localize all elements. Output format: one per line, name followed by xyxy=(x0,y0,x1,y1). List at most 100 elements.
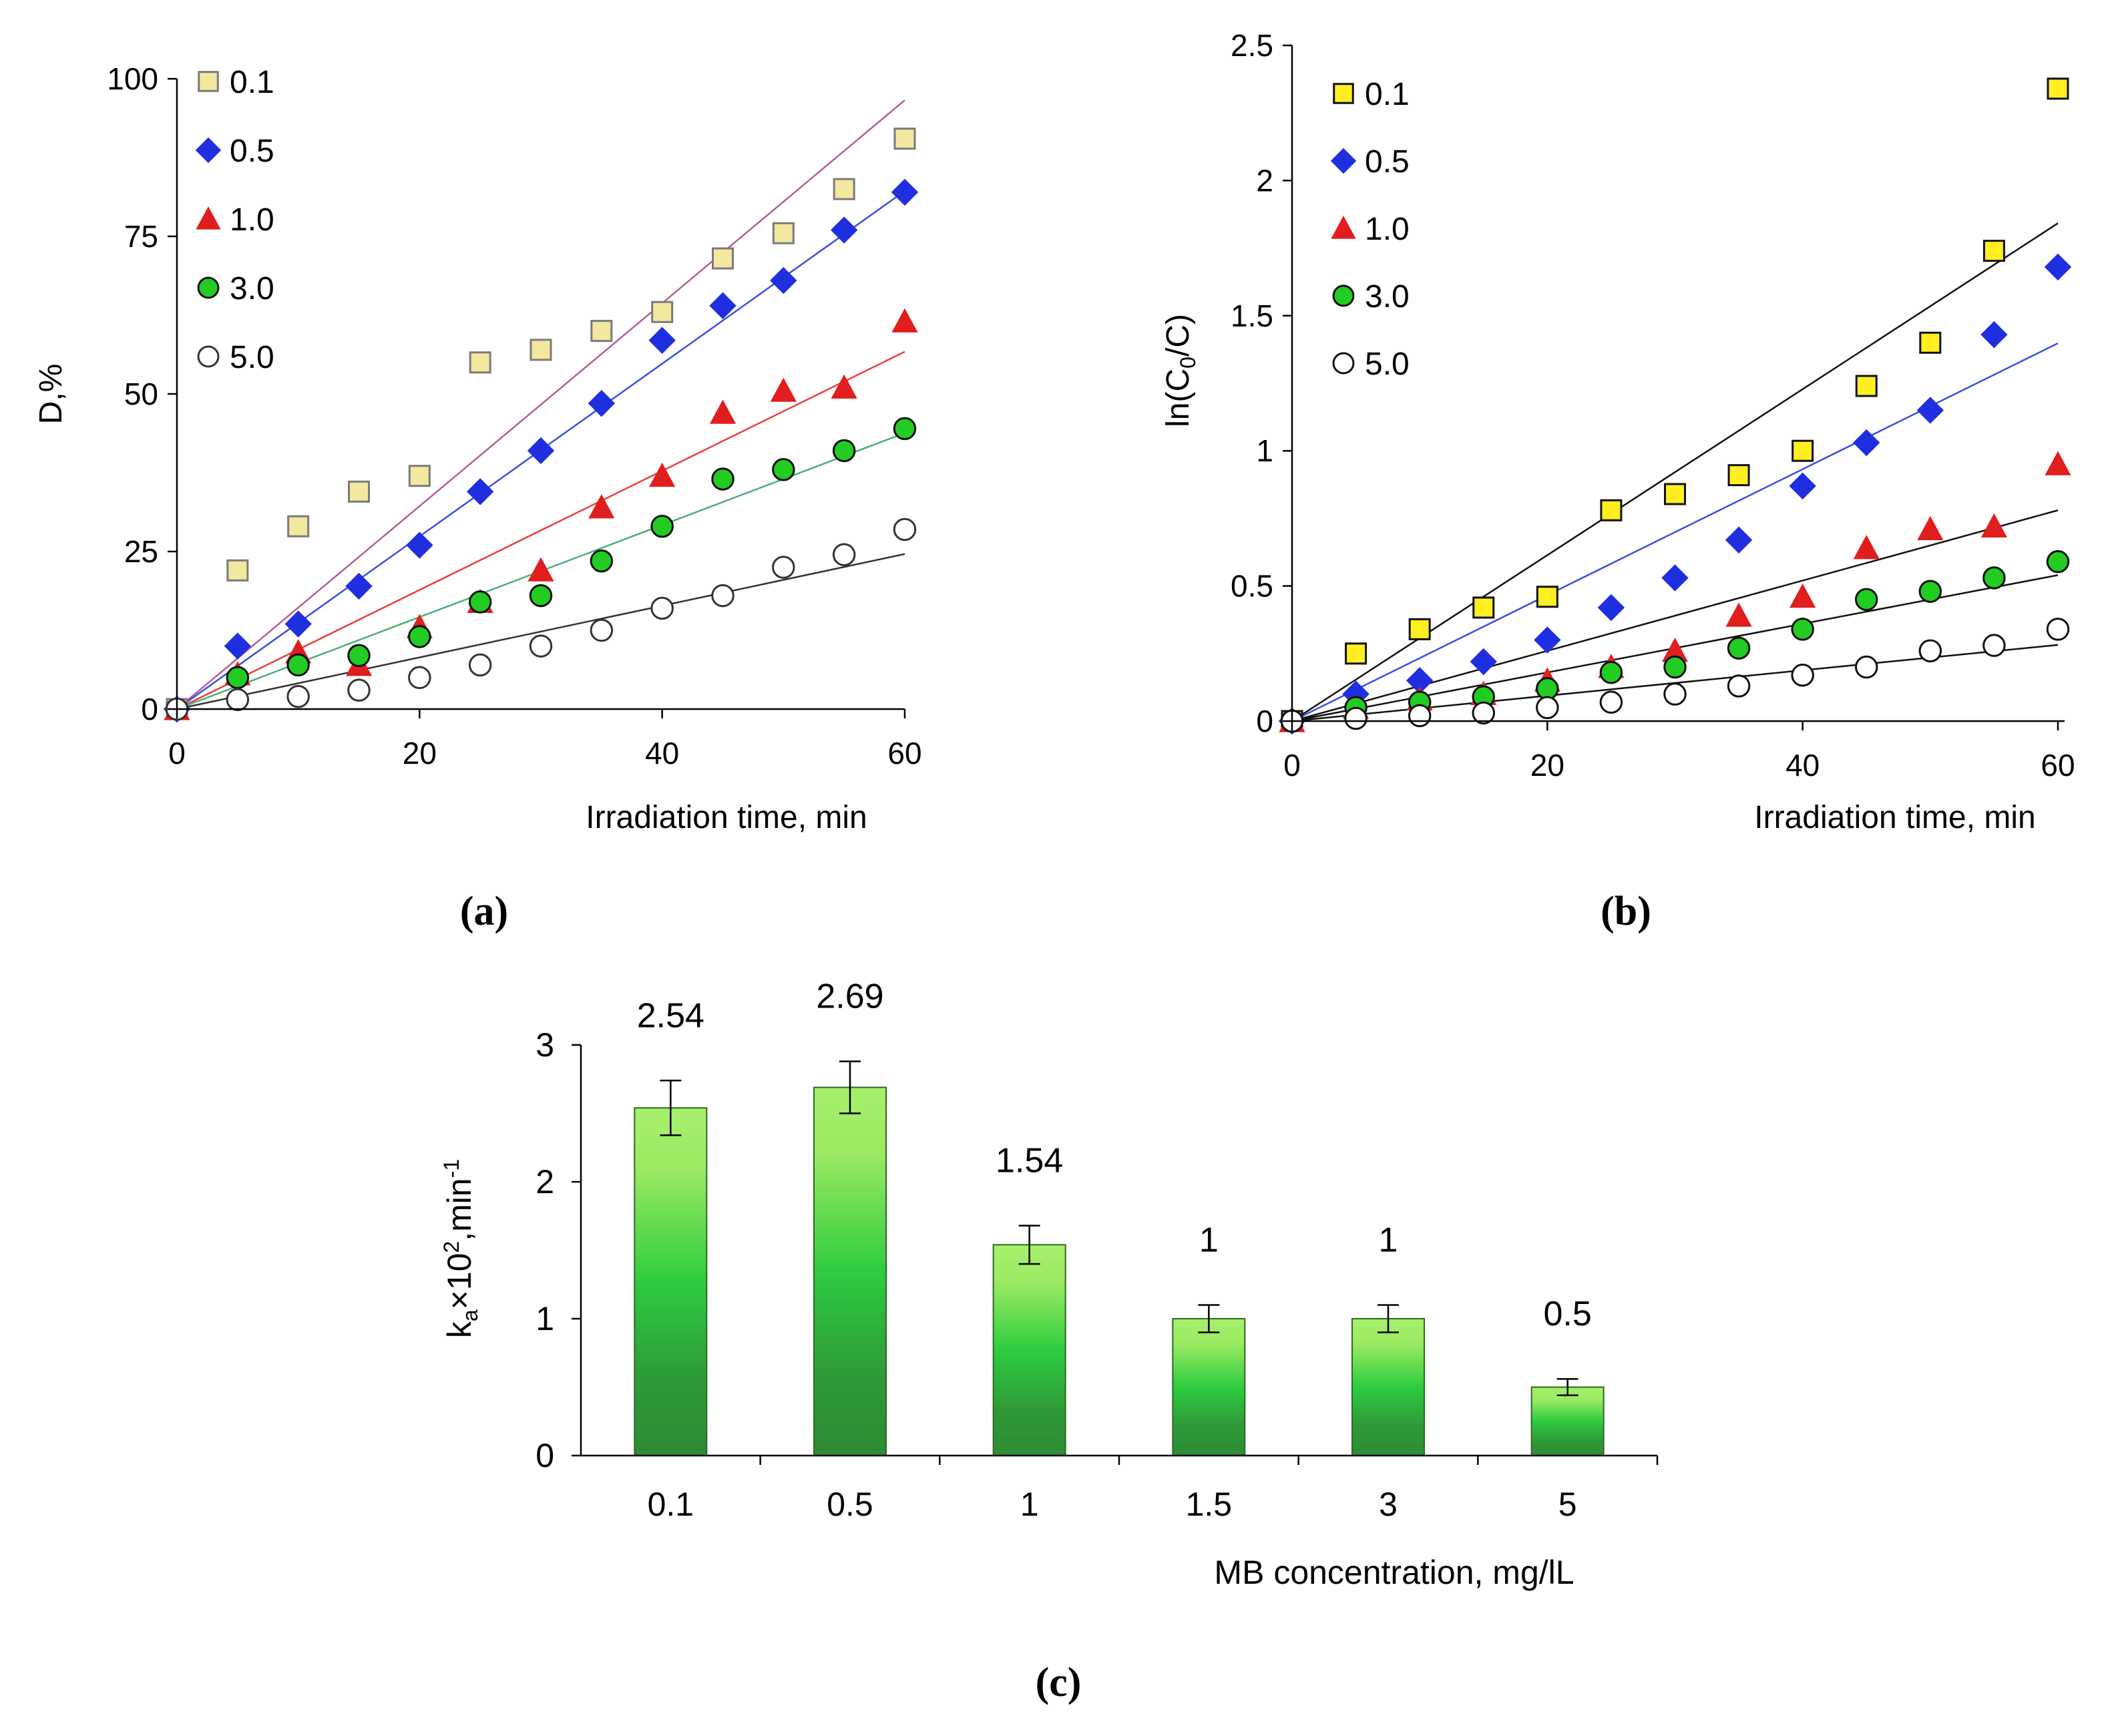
panel-c-bars xyxy=(634,1086,1605,1457)
data-point-1-0 xyxy=(2045,451,2071,475)
data-point-1-0 xyxy=(1789,583,1816,608)
data-point-3-0 xyxy=(286,653,310,677)
data-point-0-5 xyxy=(527,437,555,465)
data-point-3-0 xyxy=(711,467,734,491)
data-point-3-0 xyxy=(408,625,431,648)
y-tick-label: 50 xyxy=(124,377,158,411)
data-point-1-0 xyxy=(1980,513,2008,537)
panel-a-legend: 0.1 0.5 1.0 3.0 5.0 xyxy=(195,65,274,375)
y-tick-label: 0.5 xyxy=(1231,569,1273,604)
bar-1 xyxy=(992,1244,1066,1457)
data-point-5-0 xyxy=(2046,618,2070,641)
x-tick-label: 1.5 xyxy=(1186,1486,1233,1523)
data-point-1-0 xyxy=(588,494,615,519)
data-point-3-0 xyxy=(1855,588,1878,612)
data-point-3-0 xyxy=(590,549,614,573)
data-point-3-0 xyxy=(1599,660,1623,684)
data-point-3-0 xyxy=(468,590,492,614)
data-point-0-1 xyxy=(1919,331,1942,354)
data-point-3-0 xyxy=(1536,677,1559,700)
data-point-0-5 xyxy=(2044,253,2072,281)
data-point-3-0 xyxy=(1727,636,1751,660)
data-point-0-5 xyxy=(709,292,736,320)
data-point-5-0 xyxy=(1536,696,1559,720)
fit-line-5-0 xyxy=(176,553,905,710)
data-point-1-0 xyxy=(891,308,918,333)
error-bar xyxy=(839,1060,861,1114)
panel-c-label: (c) xyxy=(1036,1660,1082,1705)
data-point-0-5 xyxy=(1980,320,2008,349)
y-tick-label: 2.5 xyxy=(1231,28,1273,63)
data-point-0-1 xyxy=(408,465,431,487)
data-point-5-0 xyxy=(650,596,674,620)
legend-label: 5.0 xyxy=(230,340,274,375)
data-point-5-0 xyxy=(1727,674,1751,698)
data-point-1-0 xyxy=(649,462,676,487)
x-tick-label: 60 xyxy=(2041,748,2075,783)
legend-marker-0-5 xyxy=(195,137,222,164)
data-point-5-0 xyxy=(1472,701,1495,725)
data-label: 1 xyxy=(1199,1221,1219,1260)
panel-b-y-label: ln(C0/C) xyxy=(1160,314,1200,427)
x-tick-label: 0.1 xyxy=(648,1486,694,1523)
legend-marker-1-0 xyxy=(1331,216,1356,239)
data-point-3-0 xyxy=(1663,655,1687,679)
panel-a-fit-lines xyxy=(176,99,905,710)
data-point-5-0 xyxy=(1982,634,2006,657)
data-label: 1 xyxy=(1379,1221,1398,1260)
bar-1-5 xyxy=(1172,1318,1246,1456)
legend-marker-0-1 xyxy=(1333,83,1354,104)
error-bar xyxy=(1018,1225,1040,1265)
data-point-5-0 xyxy=(772,556,795,579)
data-point-0-1 xyxy=(772,222,795,244)
legend-marker-0-5 xyxy=(1330,148,1357,174)
data-point-0-1 xyxy=(1345,642,1367,665)
data-point-1-0 xyxy=(1725,602,1752,627)
panel-b: 0 0.5 1 1.5 2 2.5 0 20 40 60 ln(C0/C) Irradiatio… xyxy=(1160,28,2075,934)
panel-a-x-label: Irradiation time, min xyxy=(586,800,867,835)
bar-5 xyxy=(1530,1386,1605,1456)
y-tick-label: 0 xyxy=(536,1437,554,1474)
data-point-0-5 xyxy=(1470,648,1497,676)
x-tick-label: 40 xyxy=(645,736,679,771)
data-point-0-1 xyxy=(651,300,674,323)
data-point-3-0 xyxy=(1791,618,1814,641)
data-point-0-5 xyxy=(1916,397,1944,424)
data-point-1-0 xyxy=(831,374,857,399)
data-point-3-0 xyxy=(226,666,250,690)
panel-a: 0 25 50 75 100 0 20 40 60 D,% Irradiation time,… xyxy=(33,61,922,934)
y-tick-label: 1 xyxy=(536,1300,554,1337)
panel-a-y-label: D,% xyxy=(33,364,69,425)
data-point-5-0 xyxy=(711,584,734,608)
data-point-0-5 xyxy=(648,327,676,354)
panel-b-x-label: Irradiation time, min xyxy=(1754,800,2035,835)
data-point-0-5 xyxy=(345,572,373,600)
data-point-0-5 xyxy=(1853,429,1880,457)
data-point-1-0 xyxy=(528,557,554,582)
data-point-0-5 xyxy=(1661,564,1689,592)
panel-b-x-ticks: 0 20 40 60 xyxy=(1283,721,2075,783)
data-point-5-0 xyxy=(226,688,250,712)
legend-label: 0.5 xyxy=(1365,144,1410,180)
data-point-0-5 xyxy=(1789,472,1816,500)
data-point-0-1 xyxy=(1536,586,1558,608)
data-point-5-0 xyxy=(832,543,856,566)
y-tick-label: 100 xyxy=(107,61,158,96)
panel-c-data-labels: 2.54 2.69 1.54 1 1 0.5 xyxy=(637,978,1592,1334)
data-point-0-1 xyxy=(1982,240,2005,262)
data-point-0-5 xyxy=(1597,594,1625,622)
x-tick-label: 5 xyxy=(1558,1486,1577,1523)
panel-c-error-bars xyxy=(660,1060,1578,1397)
data-point-0-1 xyxy=(1600,499,1623,521)
fit-line-0-1 xyxy=(176,99,905,710)
data-point-5-0 xyxy=(1344,706,1367,730)
legend-label: 0.5 xyxy=(230,134,274,169)
data-point-0-1 xyxy=(1791,439,1814,462)
y-tick-label: 1 xyxy=(1256,433,1273,468)
data-point-0-1 xyxy=(530,339,552,361)
data-point-5-0 xyxy=(1663,682,1687,706)
legend-label: 5.0 xyxy=(1365,347,1410,382)
data-point-0-1 xyxy=(1727,464,1750,487)
data-point-0-1 xyxy=(893,128,916,150)
